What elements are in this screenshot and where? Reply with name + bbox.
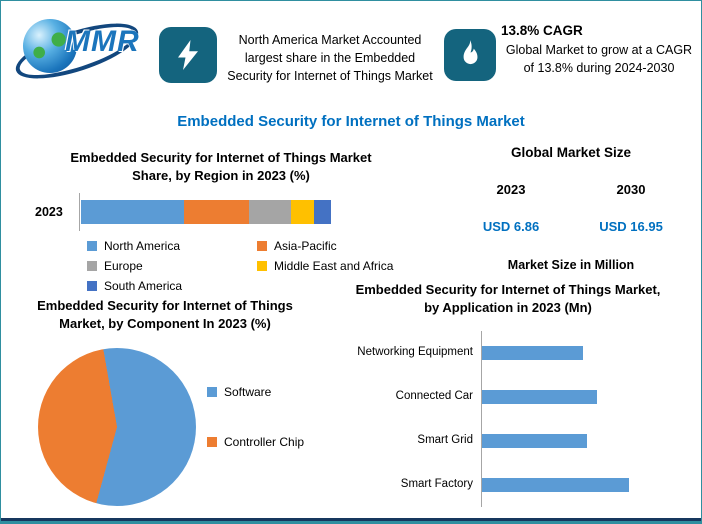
global-market-size-panel: Global Market Size 2023 2030 USD 6.86 US… [451,145,691,272]
component-legend: Software Controller Chip [207,385,304,449]
legend-label: North America [104,239,181,253]
legend-label: South America [104,279,183,293]
legend-label: Asia-Pacific [274,239,337,253]
region-chart: 2023 [35,193,331,231]
market-size-grid: 2023 2030 USD 6.86 USD 16.95 [451,182,691,234]
market-size-title: Global Market Size [510,145,632,160]
application-chart-title: Embedded Security for Internet of Things… [355,282,661,316]
market-size-year-2030: 2030 [616,182,646,197]
region-bar-segment [291,200,314,224]
legend-label: Software [224,385,272,399]
application-bar-track [481,419,691,463]
logo-text: MMR [65,25,140,58]
region-year-label: 2023 [35,205,63,219]
application-category-label: Smart Factory [400,478,473,491]
legend-item: South America [87,279,247,293]
lightning-icon [159,27,217,83]
legend-item: Software [207,385,304,399]
market-size-value-2030: USD 16.95 [599,219,663,234]
application-bar [482,478,630,492]
legend-swatch [257,241,267,251]
flame-glyph [463,40,478,65]
legend-item: North America [87,239,247,253]
lightning-bolt-glyph [178,40,198,70]
region-stacked-bar [81,200,331,224]
market-size-note: Market Size in Million [507,258,635,272]
component-chart-title: Embedded Security for Internet of Things… [37,298,293,332]
legend-swatch [207,437,217,447]
legend-swatch [87,261,97,271]
legend-swatch [87,241,97,251]
application-bar [482,434,587,448]
highlight-text: North America Market Accounted largest s… [227,33,433,84]
mmr-logo: MMR [9,9,157,90]
application-bar-track [481,375,691,419]
globe-icon [23,19,77,73]
application-bar [482,346,583,360]
cagr-title: 13.8% CAGR [501,23,583,38]
component-pie [38,348,196,506]
application-bar-row: Smart Grid [339,419,691,463]
legend-swatch [207,387,217,397]
application-rows: Networking Equipment Connected Car Smart G… [339,331,691,507]
application-category-label: Networking Equipment [357,346,473,359]
application-category-label: Smart Grid [417,434,473,447]
application-bar [482,390,598,404]
region-bar-segment [81,200,184,224]
region-bar-segment [313,200,331,224]
legend-item: Asia-Pacific [257,239,397,253]
application-category-label: Connected Car [395,390,473,403]
flame-icon [444,29,496,81]
bottom-border-teal [1,521,701,523]
legend-item: Middle East and Africa [257,259,397,273]
legend-label: Controller Chip [224,435,305,449]
legend-item: Controller Chip [207,435,304,449]
page-title: Embedded Security for Internet of Things… [177,113,525,130]
market-size-value-2023: USD 6.86 [482,219,540,234]
market-size-year-2023: 2023 [496,182,526,197]
legend-label: Europe [104,259,143,273]
legend-label: Middle East and Africa [274,259,394,273]
legend-swatch [257,261,267,271]
application-bar-row: Networking Equipment [339,331,691,375]
region-chart-title: Embedded Security for Internet of Things… [70,150,372,184]
legend-item: Europe [87,259,247,273]
region-bar-axis [79,193,331,231]
application-bar-row: Connected Car [339,375,691,419]
region-bar-segment [183,200,249,224]
application-bar-track [481,331,691,375]
cagr-callout: 13.8% CAGR Global Market to grow at a CA… [501,23,697,77]
region-legend: North America Asia-Pacific Europe Middle Ea… [87,239,397,293]
cagr-text: Global Market to grow at a CAGR of 13.8%… [505,43,693,75]
legend-swatch [87,281,97,291]
region-bar-segment [248,200,291,224]
application-bar-row: Smart Factory [339,463,691,507]
bottom-border-navy [1,518,701,521]
application-bar-track [481,463,691,507]
